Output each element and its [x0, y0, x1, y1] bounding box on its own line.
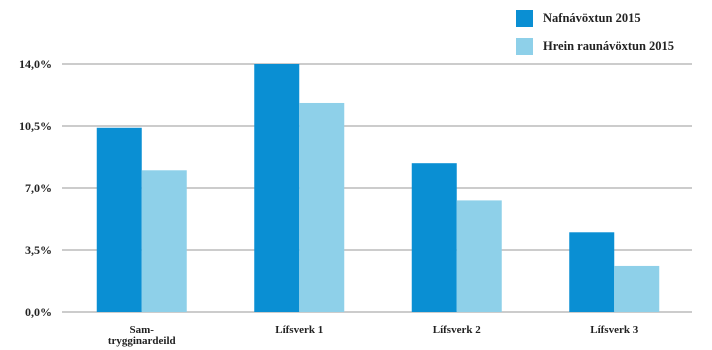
x-category-label: Lífsverk 1 [275, 324, 323, 336]
bar-series-2 [456, 200, 502, 312]
legend-swatch-series-2 [516, 37, 533, 55]
y-tick-label: 0,0% [25, 305, 52, 319]
y-tick-label: 14,0% [19, 57, 52, 71]
bar-series-1 [254, 64, 300, 312]
bar-series-2 [299, 102, 345, 312]
y-tick-label: 10,5% [19, 119, 52, 133]
legend-swatch-series-1 [516, 9, 533, 27]
x-category-label: Lífsverk 3 [590, 324, 638, 336]
x-category-label: Lífsverk 2 [433, 324, 481, 336]
bars [96, 64, 660, 313]
bar-series-1 [411, 163, 457, 312]
bar-series-1 [569, 232, 615, 312]
y-tick-label: 7,0% [25, 181, 52, 195]
legend-item-series-1: Nafnávöxtun 2015 [516, 9, 674, 27]
bar-series-2 [141, 170, 187, 312]
legend-label-series-2: Hrein raunávöxtun 2015 [543, 38, 675, 53]
legend: Nafnávöxtun 2015 Hrein raunávöxtun 2015 [516, 9, 674, 65]
legend-label-series-1: Nafnávöxtun 2015 [543, 10, 641, 25]
x-axis-category-labels: Sam-trygginardeild Lífsverk 1 Lífsverk 2 Lí… [108, 324, 639, 347]
y-axis-tick-labels: 0,0% 3,5% 7,0% 10,5% 14,0% [19, 57, 52, 319]
bar-series-2 [614, 265, 660, 312]
y-tick-label: 3,5% [25, 243, 52, 257]
bar-series-1 [96, 127, 142, 313]
legend-item-series-2: Hrein raunávöxtun 2015 [516, 37, 674, 55]
x-category-label: Sam-trygginardeild [108, 324, 176, 347]
